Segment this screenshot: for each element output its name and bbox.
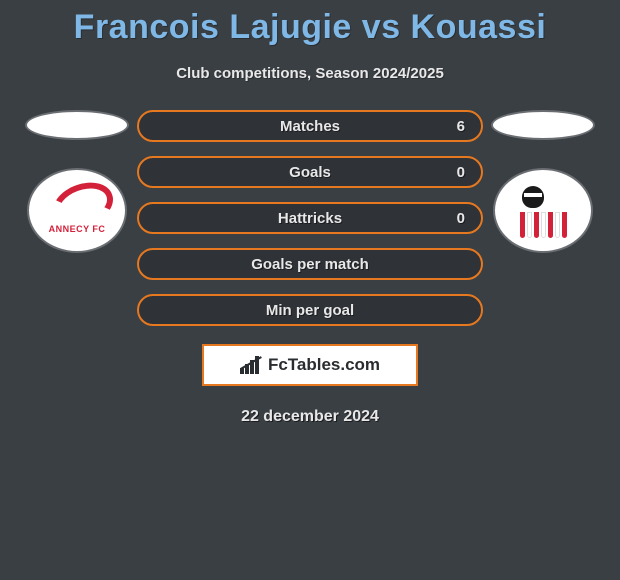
moor-head-icon bbox=[522, 186, 544, 208]
stat-label: Goals bbox=[289, 164, 331, 181]
stat-label: Matches bbox=[280, 118, 340, 135]
left-column: ANNECY FC bbox=[17, 110, 137, 253]
stat-row-goals: Goals 0 bbox=[137, 156, 483, 188]
annecy-swoosh-icon bbox=[52, 188, 102, 218]
main-row: ANNECY FC Matches 6 Goals 0 Hattricks 0 … bbox=[0, 110, 620, 326]
club-badge-right bbox=[493, 168, 593, 253]
stat-row-goals-per-match: Goals per match bbox=[137, 248, 483, 280]
stats-column: Matches 6 Goals 0 Hattricks 0 Goals per … bbox=[137, 110, 483, 326]
stat-value: 0 bbox=[457, 164, 465, 181]
club-badge-left: ANNECY FC bbox=[27, 168, 127, 253]
subtitle: Club competitions, Season 2024/2025 bbox=[0, 65, 620, 82]
ajaccio-logo bbox=[520, 184, 567, 238]
stat-label: Hattricks bbox=[278, 210, 342, 227]
date-text: 22 december 2024 bbox=[0, 408, 620, 426]
stat-value: 0 bbox=[457, 210, 465, 227]
stat-row-matches: Matches 6 bbox=[137, 110, 483, 142]
annecy-logo: ANNECY FC bbox=[49, 188, 106, 234]
chart-icon bbox=[240, 356, 262, 374]
stat-label: Goals per match bbox=[251, 256, 369, 273]
stat-row-hattricks: Hattricks 0 bbox=[137, 202, 483, 234]
right-column bbox=[483, 110, 603, 253]
stat-row-min-per-goal: Min per goal bbox=[137, 294, 483, 326]
brand-text: FcTables.com bbox=[268, 355, 380, 375]
player-left-shape bbox=[25, 110, 129, 140]
comparison-card: Francois Lajugie vs Kouassi Club competi… bbox=[0, 0, 620, 580]
player-right-shape bbox=[491, 110, 595, 140]
page-title: Francois Lajugie vs Kouassi bbox=[0, 0, 620, 47]
brand-box[interactable]: FcTables.com bbox=[202, 344, 418, 386]
stat-label: Min per goal bbox=[266, 302, 354, 319]
stat-value: 6 bbox=[457, 118, 465, 135]
stripes-icon bbox=[520, 212, 567, 238]
